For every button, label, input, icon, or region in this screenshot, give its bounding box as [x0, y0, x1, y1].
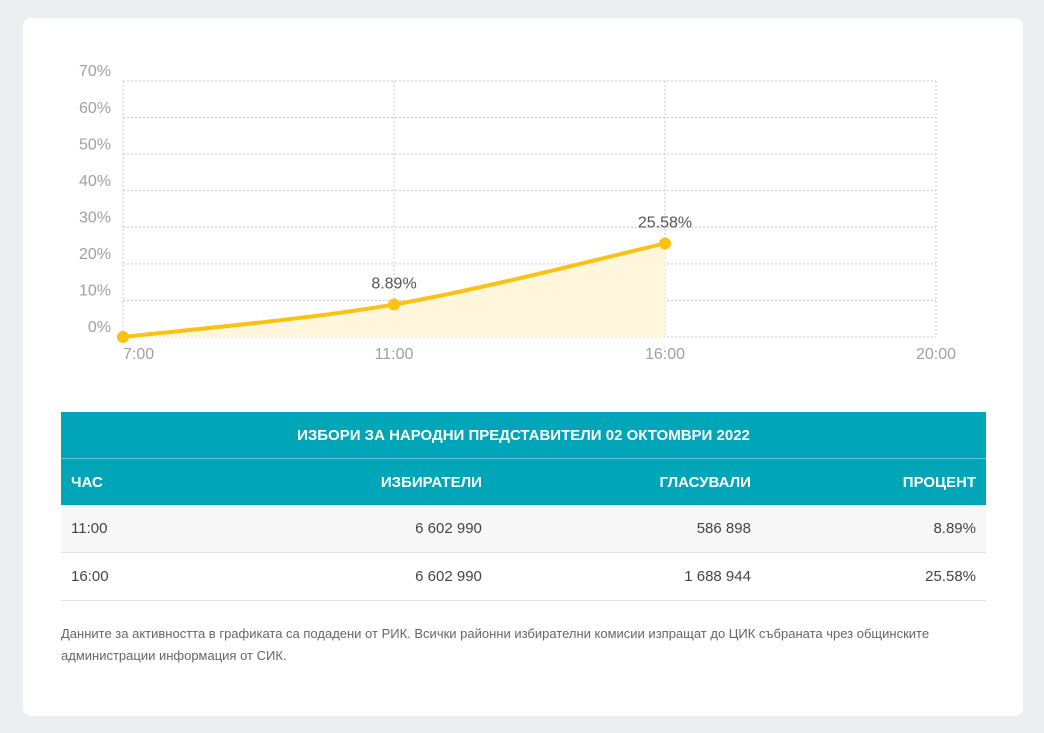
table-cell: 25.58% [760, 552, 986, 601]
turnout-table: ИЗБОРИ ЗА НАРОДНИ ПРЕДСТАВИТЕЛИ 02 ОКТОМ… [61, 412, 986, 601]
column-header: ГЛАСУВАЛИ [491, 458, 761, 505]
table-body: 11:00 6 602 990 586 898 8.89% 16:00 6 602 990… [61, 505, 986, 601]
table-cell: 8.89% [760, 505, 986, 553]
table-cell: 11:00 [61, 505, 200, 553]
table-cell: 586 898 [491, 505, 761, 553]
point [117, 331, 129, 343]
y-tick-label: 30% [79, 210, 111, 227]
y-tick-label: 70% [79, 63, 111, 80]
table-cell: 6 602 990 [199, 505, 492, 553]
point [659, 237, 671, 250]
y-tick-label: 10% [79, 283, 111, 300]
column-header: ЧАС [61, 458, 200, 505]
x-tick-label: 20:00 [916, 346, 956, 363]
chart: 0% 10% 20% 30% 40% 50% 60% 70% 7:00 11:00 16:00 20:… [79, 63, 956, 363]
table-cell: 16:00 [61, 552, 200, 601]
data-label: 25.58% [638, 215, 692, 232]
x-tick-label: 16:00 [645, 346, 685, 363]
card: 0% 10% 20% 30% 40% 50% 60% 70% 7:00 11:00 16:00 20:… [23, 18, 1023, 716]
note: Данните за активността в графиката са по… [61, 626, 930, 663]
y-tick-label: 0% [88, 319, 111, 336]
table-cell: 6 602 990 [199, 552, 492, 601]
y-tick-label: 40% [79, 173, 111, 190]
table-row: 11:00 6 602 990 586 898 8.89% [61, 505, 986, 553]
table-cell: 1 688 944 [491, 552, 761, 601]
header-row: ЧАС ИЗБИРАТЕЛИ ГЛАСУВАЛИ ПРОЦЕНТ [61, 458, 986, 505]
point [388, 298, 400, 311]
area [123, 243, 665, 337]
x-tick-label: 11:00 [375, 346, 414, 363]
table-title: ИЗБОРИ ЗА НАРОДНИ ПРЕДСТАВИТЕЛИ 02 ОКТОМ… [61, 412, 986, 459]
table-row: 16:00 6 602 990 1 688 944 25.58% [61, 552, 986, 601]
x-tick-label: 7:00 [123, 346, 154, 363]
column-header: ПРОЦЕНТ [760, 458, 986, 505]
y-tick-label: 60% [79, 100, 111, 117]
y-tick-label: 20% [79, 246, 111, 263]
data-label: 8.89% [371, 276, 416, 293]
column-header: ИЗБИРАТЕЛИ [199, 458, 492, 505]
y-tick-label: 50% [79, 136, 111, 153]
